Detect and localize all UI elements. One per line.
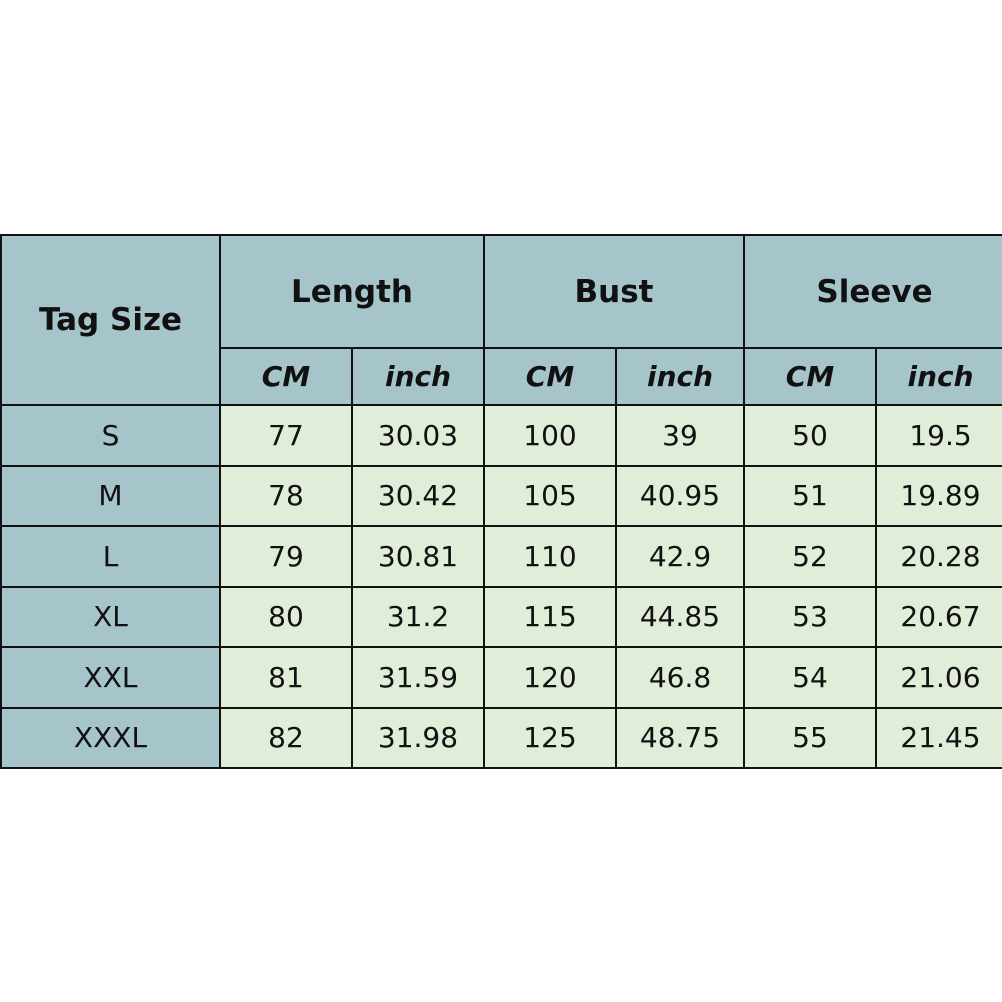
unit-header: CM xyxy=(743,347,877,406)
measurement-cell: 125 xyxy=(483,706,617,769)
measurement-cell: 31.2 xyxy=(351,585,485,648)
measurement-cell: 39 xyxy=(615,404,745,467)
measurement-cell: 82 xyxy=(219,706,353,769)
table-row: XL 80 31.2 115 44.85 53 20.67 xyxy=(0,585,1002,648)
measurement-cell: 31.98 xyxy=(351,706,485,769)
measurement-cell: 21.06 xyxy=(875,646,1002,709)
measurement-cell: 100 xyxy=(483,404,617,467)
sleeve-header: Sleeve xyxy=(743,234,1002,349)
table-row: M 78 30.42 105 40.95 51 19.89 xyxy=(0,464,1002,527)
table-row: XXL 81 31.59 120 46.8 54 21.06 xyxy=(0,646,1002,709)
measurement-cell: 53 xyxy=(743,585,877,648)
measurement-cell: 77 xyxy=(219,404,353,467)
table-row: S 77 30.03 100 39 50 19.5 xyxy=(0,404,1002,467)
measurement-cell: 78 xyxy=(219,464,353,527)
bust-header: Bust xyxy=(483,234,745,349)
measurement-cell: 54 xyxy=(743,646,877,709)
measurement-cell: 79 xyxy=(219,525,353,588)
measurement-cell: 48.75 xyxy=(615,706,745,769)
measurement-cell: 52 xyxy=(743,525,877,588)
measurement-cell: 20.67 xyxy=(875,585,1002,648)
tag-size-header: Tag Size xyxy=(0,234,221,406)
table-row: L 79 30.81 110 42.9 52 20.28 xyxy=(0,525,1002,588)
length-header: Length xyxy=(219,234,485,349)
measurement-cell: 81 xyxy=(219,646,353,709)
measurement-cell: 105 xyxy=(483,464,617,527)
measurement-cell: 42.9 xyxy=(615,525,745,588)
measurement-cell: 31.59 xyxy=(351,646,485,709)
measurement-cell: 51 xyxy=(743,464,877,527)
unit-header: CM xyxy=(219,347,353,406)
measurement-cell: 110 xyxy=(483,525,617,588)
measurement-cell: 115 xyxy=(483,585,617,648)
size-chart-table: Tag Size Length Bust Sleeve CM inch CM inch… xyxy=(0,234,1002,769)
tag-size-cell: M xyxy=(0,464,221,527)
measurement-cell: 30.81 xyxy=(351,525,485,588)
measurement-cell: 55 xyxy=(743,706,877,769)
measurement-cell: 30.42 xyxy=(351,464,485,527)
table-row: XXXL 82 31.98 125 48.75 55 21.45 xyxy=(0,706,1002,769)
tag-size-cell: S xyxy=(0,404,221,467)
tag-size-cell: XXXL xyxy=(0,706,221,769)
tag-size-cell: L xyxy=(0,525,221,588)
measurement-cell: 50 xyxy=(743,404,877,467)
unit-header: CM xyxy=(483,347,617,406)
measurement-cell: 20.28 xyxy=(875,525,1002,588)
measurement-cell: 21.45 xyxy=(875,706,1002,769)
tag-size-cell: XXL xyxy=(0,646,221,709)
unit-header: inch xyxy=(615,347,745,406)
measurement-cell: 19.5 xyxy=(875,404,1002,467)
unit-header: inch xyxy=(875,347,1002,406)
measurement-cell: 120 xyxy=(483,646,617,709)
measurement-cell: 44.85 xyxy=(615,585,745,648)
tag-size-cell: XL xyxy=(0,585,221,648)
measurement-cell: 46.8 xyxy=(615,646,745,709)
measurement-cell: 40.95 xyxy=(615,464,745,527)
measurement-cell: 30.03 xyxy=(351,404,485,467)
measurement-cell: 19.89 xyxy=(875,464,1002,527)
measurement-cell: 80 xyxy=(219,585,353,648)
unit-header: inch xyxy=(351,347,485,406)
